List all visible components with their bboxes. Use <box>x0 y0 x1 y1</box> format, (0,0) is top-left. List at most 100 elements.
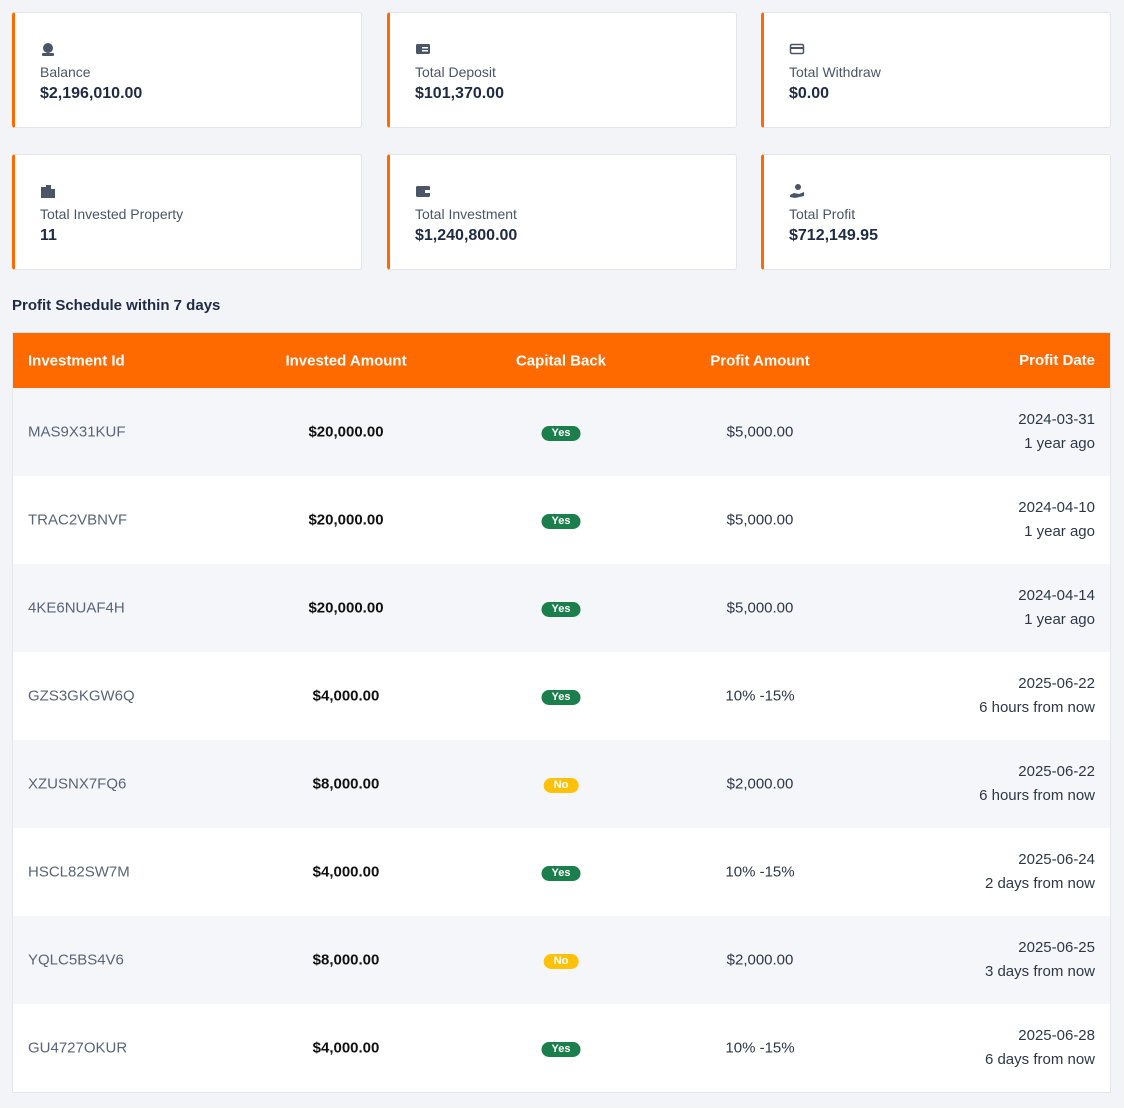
capital-back-cell: Yes <box>541 511 581 529</box>
profit-amount: 10% -15% <box>725 1039 795 1057</box>
card-value: $712,149.95 <box>789 227 878 244</box>
card-icon <box>790 184 804 198</box>
investment-id: GZS3GKGW6Q <box>28 687 135 705</box>
profit-date-cell: 2024-04-10 1 year ago <box>1018 496 1095 544</box>
profit-date: 2025-06-28 <box>1018 1027 1095 1044</box>
stat-card: Total Invested Property 11 <box>12 154 362 270</box>
profit-date-relative: 6 hours from now <box>979 787 1095 804</box>
section-title: Profit Schedule within 7 days <box>12 297 221 314</box>
profit-date-relative: 6 hours from now <box>979 699 1095 716</box>
card-icon <box>416 44 430 54</box>
profit-date-relative: 2 days from now <box>984 875 1095 892</box>
profit-date-relative: 1 year ago <box>1024 523 1095 540</box>
profit-date-relative: 6 days from now <box>984 1051 1095 1068</box>
profit-date-cell: 2025-06-22 6 hours from now <box>979 760 1095 808</box>
table-header: Investment Id Invested Amount Capital Back… <box>13 333 1110 388</box>
profit-date-relative: 3 days from now <box>984 963 1095 980</box>
table-row: GU4727OKUR $4,000.00 Yes 10% -15% 2025-06-28… <box>13 1004 1110 1092</box>
profit-date-cell: 2025-06-24 2 days from now <box>985 848 1095 896</box>
profit-date-cell: 2024-04-14 1 year ago <box>1018 584 1095 632</box>
card-value: $101,370.00 <box>415 85 504 102</box>
investment-id: MAS9X31KUF <box>28 423 126 441</box>
table-row: HSCL82SW7M $4,000.00 Yes 10% -15% 2025-06-24… <box>13 828 1110 916</box>
capital-back-badge: Yes <box>541 602 581 617</box>
profit-date-relative: 1 year ago <box>1024 611 1095 628</box>
card-label: Total Invested Property <box>40 206 184 222</box>
profit-date: 2024-03-31 <box>1018 411 1095 428</box>
invested-amount: $4,000.00 <box>312 687 380 705</box>
card-value: $0.00 <box>789 85 830 102</box>
invested-amount: $20,000.00 <box>308 423 384 441</box>
profit-date-cell: 2025-06-28 6 days from now <box>985 1024 1095 1072</box>
card-label: Total Deposit <box>415 64 496 80</box>
card-label: Total Profit <box>789 206 856 222</box>
profit-amount: $2,000.00 <box>726 775 794 793</box>
header-cell: Invested Amount <box>285 352 407 369</box>
header-cell: Capital Back <box>515 352 607 369</box>
capital-back-badge: Yes <box>541 514 581 529</box>
stat-card: Total Investment $1,240,800.00 <box>387 154 737 270</box>
card-icon <box>42 43 54 56</box>
stat-card: Total Profit $712,149.95 <box>761 154 1111 270</box>
investment-id: YQLC5BS4V6 <box>28 951 124 969</box>
invested-amount: $8,000.00 <box>312 951 380 969</box>
invested-amount: $20,000.00 <box>308 511 384 529</box>
invested-amount: $4,000.00 <box>312 863 380 881</box>
capital-back-badge: Yes <box>541 690 581 705</box>
capital-back-cell: Yes <box>541 687 581 705</box>
table-row: MAS9X31KUF $20,000.00 Yes $5,000.00 2024-03-… <box>13 388 1110 476</box>
card-icon <box>789 43 805 55</box>
stat-card: Total Withdraw $0.00 <box>761 12 1111 128</box>
profit-date-cell: 2025-06-25 3 days from now <box>985 936 1095 984</box>
profit-date-cell: 2025-06-22 6 hours from now <box>979 672 1095 720</box>
capital-back-cell: Yes <box>541 423 581 441</box>
capital-back-badge: No <box>543 778 579 793</box>
card-icon <box>416 186 430 197</box>
table-row: TRAC2VBNVF $20,000.00 Yes $5,000.00 2024-04-… <box>13 476 1110 564</box>
invested-amount: $8,000.00 <box>312 775 380 793</box>
card-label: Balance <box>40 64 91 80</box>
profit-date: 2024-04-10 <box>1018 499 1095 516</box>
header-cell: Investment Id <box>28 352 125 369</box>
table-row: XZUSNX7FQ6 $8,000.00 No $2,000.00 2025-06-22… <box>13 740 1110 828</box>
table-row: 4KE6NUAF4H $20,000.00 Yes $5,000.00 2024-04-… <box>13 564 1110 652</box>
invested-amount: $20,000.00 <box>308 599 384 617</box>
card-label: Total Investment <box>415 206 517 222</box>
table-body: MAS9X31KUF $20,000.00 Yes $5,000.00 2024-03-… <box>13 388 1110 1092</box>
profit-amount: 10% -15% <box>725 863 795 881</box>
profit-date-cell: 2024-03-31 1 year ago <box>1018 408 1095 456</box>
capital-back-cell: No <box>543 951 579 969</box>
investment-id: XZUSNX7FQ6 <box>28 775 127 793</box>
profit-date: 2025-06-25 <box>1018 939 1095 956</box>
card-icon <box>41 185 55 198</box>
card-value: $1,240,800.00 <box>415 227 518 244</box>
capital-back-badge: No <box>543 954 579 969</box>
profit-date: 2025-06-24 <box>1018 851 1095 868</box>
investment-id: GU4727OKUR <box>28 1039 128 1057</box>
profit-date: 2025-06-22 <box>1018 763 1095 780</box>
table-row: YQLC5BS4V6 $8,000.00 No $2,000.00 2025-06-25… <box>13 916 1110 1004</box>
profit-amount: 10% -15% <box>725 687 795 705</box>
profit-date: 2024-04-14 <box>1018 587 1095 604</box>
table-row: GZS3GKGW6Q $4,000.00 Yes 10% -15% 2025-06-22… <box>13 652 1110 740</box>
stat-card: Balance $2,196,010.00 <box>12 12 362 128</box>
investment-id: HSCL82SW7M <box>28 863 130 881</box>
profit-table: Investment Id Invested Amount Capital Back… <box>12 332 1111 1093</box>
investment-id: 4KE6NUAF4H <box>28 599 125 617</box>
investment-id: TRAC2VBNVF <box>28 511 128 529</box>
header-cell: Profit Amount <box>710 352 810 369</box>
profit-date: 2025-06-22 <box>1018 675 1095 692</box>
capital-back-cell: Yes <box>541 599 581 617</box>
capital-back-badge: Yes <box>541 426 581 441</box>
capital-back-badge: Yes <box>541 1042 581 1057</box>
card-label: Total Withdraw <box>789 64 881 80</box>
invested-amount: $4,000.00 <box>312 1039 380 1057</box>
capital-back-cell: No <box>543 775 579 793</box>
profit-amount: $5,000.00 <box>726 511 794 529</box>
capital-back-cell: Yes <box>541 1039 581 1057</box>
header-cell: Profit Date <box>1019 351 1095 369</box>
card-value: 11 <box>40 227 57 244</box>
